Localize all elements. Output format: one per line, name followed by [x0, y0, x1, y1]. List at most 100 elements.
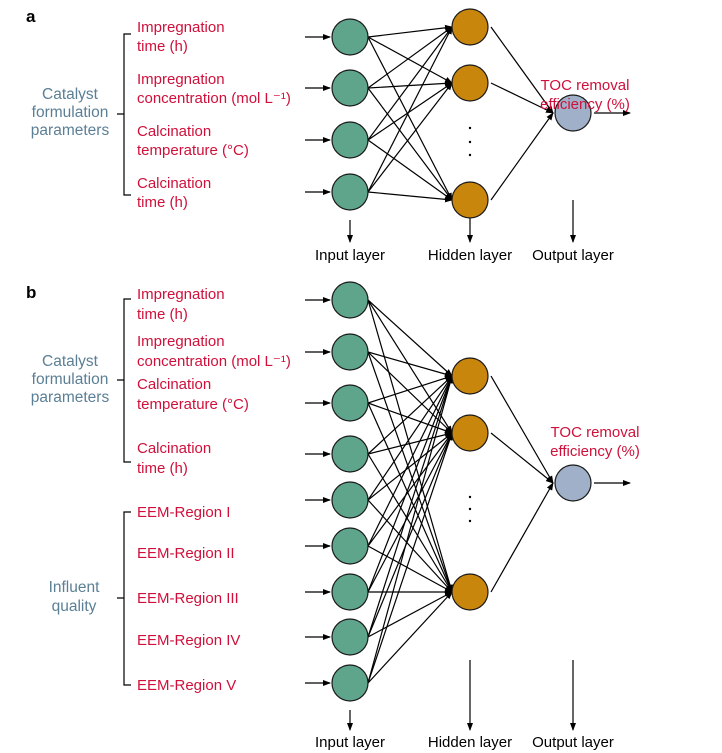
panel-b-input-node [331, 333, 369, 371]
svg-text:Impregnation: Impregnation [137, 71, 225, 88]
panel-a-input-node [331, 18, 369, 56]
panel-b-input-hidden-connection [367, 375, 453, 404]
panel-b-input-hidden-connection [367, 432, 453, 684]
panel-b-input-hidden-connection [367, 351, 453, 377]
panel-b-input-hidden-connection [367, 432, 453, 638]
panel-a-input-hidden-connection [367, 191, 453, 203]
panel-b-input-hidden-connection [367, 375, 453, 455]
panel-b-input-node [331, 481, 369, 519]
svg-text:formulation: formulation [32, 371, 109, 388]
panel-b-hidden-output-connection [490, 432, 554, 484]
svg-text:parameters: parameters [31, 122, 110, 139]
panel-b-input-hidden-connection [367, 375, 453, 547]
panel-a-input-labels: Impregnation time (h) Impregnation conce… [137, 19, 291, 211]
panel-a-output-node [554, 94, 592, 132]
panel-b-input-node [331, 664, 369, 702]
panel-a-output-layer-label: Output layer [532, 247, 614, 264]
svg-text:TOC removal: TOC removal [541, 77, 630, 94]
panel-b-input-hidden-connection [367, 299, 453, 434]
svg-text:Catalyst: Catalyst [42, 353, 99, 370]
panel-b-hidden-node [451, 414, 489, 452]
panel-b-input-hidden-connection [367, 499, 453, 593]
panel-b-input-hidden-connection [367, 351, 453, 593]
panel-b-group1-label: Catalyst formulation parameters [31, 353, 110, 406]
panel-b-input-hidden-connection [367, 375, 454, 684]
panel-a-input-hidden-connection [367, 139, 453, 201]
panel-b-hidden-layer-label: Hidden layer [428, 734, 512, 751]
svg-text:Catalyst: Catalyst [42, 86, 99, 103]
panel-a-group-label: Catalyst formulation parameters [31, 86, 110, 139]
svg-text:Calcination: Calcination [137, 123, 211, 140]
panel-a-ellipsis-dot [468, 140, 472, 144]
panel-b-hidden-output-connection [490, 482, 554, 593]
svg-text:Calcination: Calcination [137, 376, 211, 393]
panel-b-input-node [331, 384, 369, 422]
panel-b-label: b [26, 283, 36, 302]
panel-b-ellipsis-dot [468, 519, 472, 523]
panel-b-input-hidden-connection [367, 299, 453, 593]
svg-text:quality: quality [52, 598, 97, 615]
panel-b-input-node [331, 527, 369, 565]
panel-a-input-node [331, 173, 369, 211]
panel-a-input-hidden-connection [367, 24, 453, 38]
panel-b-ellipsis-dot [468, 495, 472, 499]
panel-a-hidden-layer-label: Hidden layer [428, 247, 512, 264]
svg-text:EEM-Region II: EEM-Region II [137, 545, 235, 562]
panel-a-input-node [331, 69, 369, 107]
panel-b-output-label: TOC removal efficiency (%) [550, 424, 640, 460]
panel-a-input-hidden-connection [367, 26, 453, 141]
svg-text:Calcination: Calcination [137, 440, 211, 457]
svg-text:EEM-Region I: EEM-Region I [137, 504, 230, 521]
panel-a-input-hidden-connection [367, 36, 453, 201]
panel-b-input-labels: Impregnation time (h) Impregnation conce… [137, 286, 291, 694]
svg-text:temperature (°C): temperature (°C) [137, 396, 249, 413]
panel-a-input-node [331, 121, 369, 159]
panel-b-input-hidden-connection [367, 299, 453, 377]
panel-a-label: a [26, 7, 36, 26]
panel-b-input-hidden-connection [367, 375, 453, 638]
panel-b-input-node [331, 618, 369, 656]
svg-text:time (h): time (h) [137, 194, 188, 211]
panel-a-ellipsis-dot [468, 153, 472, 157]
panel-b-input-node [331, 573, 369, 611]
panel-b-input-hidden-connection [367, 453, 453, 593]
panel-a-input-hidden-connection [367, 87, 453, 201]
panel-b-input-hidden-connection [367, 432, 453, 501]
svg-text:Influent: Influent [49, 579, 101, 596]
svg-text:Impregnation: Impregnation [137, 333, 225, 350]
panel-a-input-hidden-connection [367, 80, 453, 89]
panel-b-input-hidden-connection [367, 432, 453, 593]
svg-text:time (h): time (h) [137, 460, 188, 477]
panel-a-hidden-node [451, 181, 489, 219]
panel-b-hidden-node [451, 357, 489, 395]
svg-text:EEM-Region V: EEM-Region V [137, 677, 236, 694]
panel-a-input-hidden-connection [367, 26, 453, 89]
panel-b-ellipsis-dot [468, 507, 472, 511]
panel-a-hidden-output-connection [490, 26, 554, 114]
svg-text:concentration (mol L⁻¹): concentration (mol L⁻¹) [137, 353, 291, 370]
panel-a-hidden-output-connection [490, 82, 554, 114]
panel-b-input-hidden-connection [367, 431, 453, 455]
svg-text:efficiency (%): efficiency (%) [540, 96, 630, 113]
panel-b-input-hidden-connection [367, 375, 453, 501]
panel-b-input-hidden-connection [367, 375, 453, 593]
panel-b-input-node [331, 435, 369, 473]
svg-text:time (h): time (h) [137, 38, 188, 55]
panel-b-input-hidden-connection [367, 591, 453, 638]
panel-b-input-hidden-connection [367, 591, 453, 684]
panel-b-output-node [554, 464, 592, 502]
panel-b-input-hidden-connection [367, 545, 453, 593]
panel-b-hidden-node [451, 573, 489, 611]
panel-a-ellipsis-dot [468, 126, 472, 130]
panel-b-output-layer-label: Output layer [532, 734, 614, 751]
panel-a-hidden-node [451, 8, 489, 46]
panel-a-hidden-output-connection [490, 112, 554, 201]
panel-a-input-hidden-connection [367, 26, 453, 193]
panel-b-input-hidden-connection [367, 402, 453, 593]
panel-a-bracket [117, 33, 131, 196]
panel-b-input-layer-label: Input layer [315, 734, 385, 751]
panel-b-bracket-1 [117, 298, 131, 463]
panel-a-input-layer-label: Input layer [315, 247, 385, 264]
svg-text:parameters: parameters [31, 389, 110, 406]
